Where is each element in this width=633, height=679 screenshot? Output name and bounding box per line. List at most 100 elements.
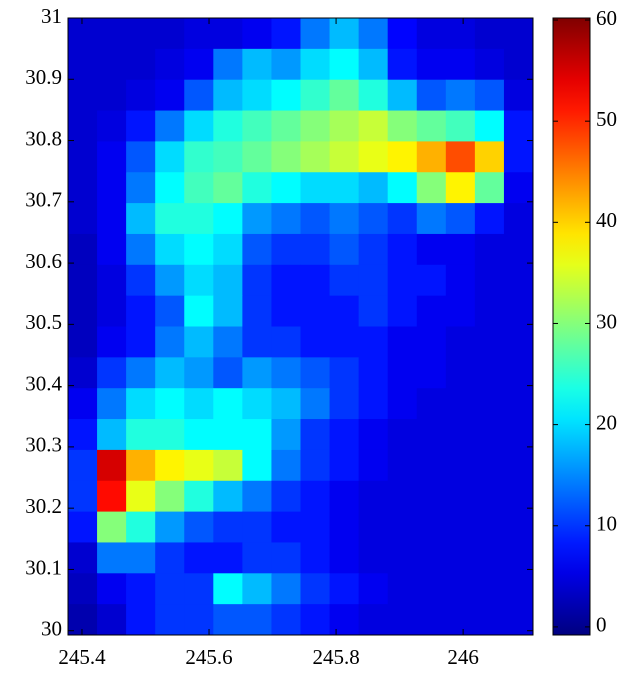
heatmap-cell xyxy=(503,48,534,81)
heatmap-cell xyxy=(68,511,98,543)
heatmap-cell xyxy=(445,203,476,235)
heatmap-cell xyxy=(358,264,389,297)
heatmap-cell xyxy=(97,449,127,482)
heatmap-cell xyxy=(416,357,447,389)
heatmap-cell xyxy=(358,480,389,513)
heatmap-cell xyxy=(358,388,389,420)
heatmap-cell xyxy=(300,480,331,513)
heatmap-cell xyxy=(474,110,505,142)
heatmap-cell xyxy=(416,295,447,327)
colorbar-tick-label: 50 xyxy=(596,107,617,131)
heatmap-cell xyxy=(242,110,272,142)
heatmap-cell xyxy=(474,573,505,605)
heatmap-cell xyxy=(126,326,156,358)
heatmap-cell xyxy=(445,18,476,50)
heatmap-cell xyxy=(271,141,301,173)
heatmap-cell xyxy=(474,264,505,297)
colorbar-tick-label: 10 xyxy=(596,512,617,536)
heatmap-cell xyxy=(387,141,418,173)
heatmap-cell xyxy=(503,388,534,420)
heatmap-cell xyxy=(184,480,214,513)
heatmap-cell xyxy=(300,604,331,636)
heatmap-cell xyxy=(97,141,127,173)
heatmap-cell xyxy=(271,388,301,420)
heatmap-cell xyxy=(300,326,331,358)
heatmap-cell xyxy=(358,110,389,142)
heatmap-cell xyxy=(445,172,476,204)
heatmap-cell xyxy=(184,264,214,297)
heatmap-cell xyxy=(155,203,185,235)
heatmap-cell xyxy=(97,18,127,50)
heatmap-cell xyxy=(474,511,505,543)
heatmap-cell xyxy=(358,449,389,482)
heatmap-cell xyxy=(184,141,214,173)
heatmap-cell xyxy=(358,79,389,112)
heatmap-cell xyxy=(126,419,156,451)
heatmap-cell xyxy=(445,573,476,605)
heatmap-cell xyxy=(271,357,301,389)
heatmap-cell xyxy=(271,511,301,543)
heatmap-cell xyxy=(271,110,301,142)
heatmap-cell xyxy=(213,388,243,420)
heatmap-cell xyxy=(503,511,534,543)
heatmap-cell xyxy=(213,48,243,81)
heatmap-cell xyxy=(213,18,243,50)
heatmap-cell xyxy=(184,79,214,112)
heatmap-cell xyxy=(300,172,331,204)
heatmap-cell xyxy=(68,419,98,451)
heatmap-cell xyxy=(387,110,418,142)
heatmap-cell xyxy=(300,264,331,297)
heatmap-cell xyxy=(97,480,127,513)
heatmap-cell xyxy=(503,172,534,204)
heatmap-cell xyxy=(213,295,243,327)
heatmap-cell xyxy=(358,233,389,266)
heatmap-cell xyxy=(242,79,272,112)
heatmap-cell xyxy=(329,264,360,297)
heatmap-cell xyxy=(358,203,389,235)
heatmap-cell xyxy=(97,419,127,451)
heatmap-cell xyxy=(416,573,447,605)
heatmap-cell xyxy=(503,264,534,297)
heatmap-cell xyxy=(503,18,534,50)
heatmap-cell xyxy=(184,326,214,358)
heatmap-cell xyxy=(503,480,534,513)
heatmap-cell xyxy=(329,573,360,605)
heatmap-cell xyxy=(242,264,272,297)
heatmap-cell xyxy=(416,203,447,235)
heatmap-cell xyxy=(242,573,272,605)
heatmap-cell xyxy=(300,295,331,327)
heatmap-cell xyxy=(184,542,214,574)
heatmap-cell xyxy=(416,264,447,297)
heatmap-cell xyxy=(445,233,476,266)
heatmap-cell xyxy=(387,48,418,81)
heatmap-cell xyxy=(358,48,389,81)
heatmap-cell xyxy=(271,480,301,513)
heatmap-cell xyxy=(329,18,360,50)
heatmap-cell xyxy=(445,480,476,513)
heatmap-cell xyxy=(97,326,127,358)
heatmap-cell xyxy=(242,326,272,358)
heatmap-cell xyxy=(68,48,98,81)
y-tick-label: 30.7 xyxy=(25,188,62,212)
heatmap-cell xyxy=(271,172,301,204)
heatmap-cell xyxy=(68,172,98,204)
heatmap-cell xyxy=(155,295,185,327)
heatmap-cell xyxy=(300,357,331,389)
heatmap-cell xyxy=(126,172,156,204)
heatmap-cell xyxy=(474,141,505,173)
heatmap-cell xyxy=(97,233,127,266)
heatmap-cell xyxy=(242,511,272,543)
heatmap-cell xyxy=(445,449,476,482)
heatmap-cell xyxy=(155,573,185,605)
colorbar-tick-label: 20 xyxy=(596,410,617,434)
heatmap-cell xyxy=(213,233,243,266)
heatmap-cell xyxy=(474,449,505,482)
heatmap-cell xyxy=(329,511,360,543)
heatmap-cell xyxy=(416,79,447,112)
heatmap-cell xyxy=(97,604,127,636)
heatmap-cell xyxy=(97,264,127,297)
heatmap-cell xyxy=(445,542,476,574)
heatmap-cell xyxy=(213,79,243,112)
heatmap-cell xyxy=(358,172,389,204)
